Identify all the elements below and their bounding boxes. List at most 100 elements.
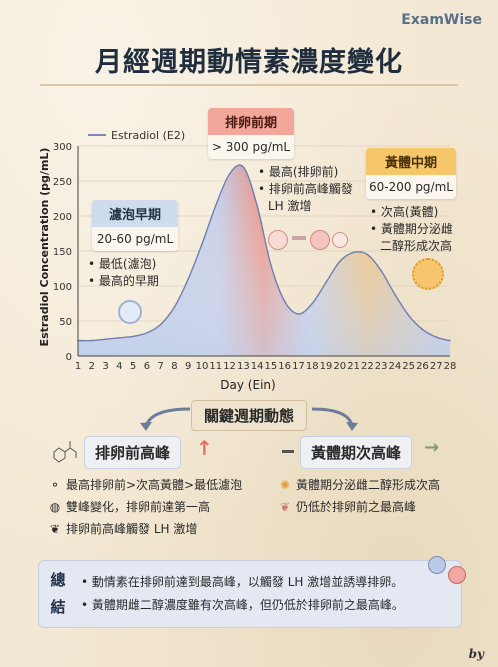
dynamics-arrows [140,407,358,431]
estradiol-area-shade [78,164,450,356]
data-point-day-24 [394,293,396,296]
x-tick-label: 15 [265,361,278,372]
x-tick-label: 2 [89,361,95,372]
x-tick-labels: 1 2 3 4 5 6 7 8 9 10 11 12 13 14 15 16 17 18 19 20 21 22 23 24 2… [75,361,457,372]
x-tick-label: 28 [444,361,457,372]
data-point-day-2 [90,339,93,342]
up-arrow-icon: ↑ [196,436,213,460]
luteal-note: • 黃體期分泌雌 [370,222,453,236]
x-tick-label: 4 [116,361,122,372]
follicular-callout: 濾泡早期 20-60 pg/mL [92,200,178,251]
x-tick-label: 13 [237,361,250,372]
luteal-title: 黃體中期 [366,148,456,175]
data-point-day-4 [118,337,121,339]
estradiol-molecule-icon [50,436,80,464]
data-point-day-23 [380,269,382,272]
y-tick-label: 150 [53,247,72,258]
data-point-day-19 [325,281,327,284]
data-point-day-12 [228,173,231,175]
x-tick-label: 26 [416,361,429,372]
left-arrow-head [140,422,152,431]
signature: by [468,647,484,661]
y-tick-label: 100 [53,282,72,293]
data-point-day-5 [132,335,134,338]
data-point-day-26 [421,328,424,331]
data-point-day-8 [173,306,176,308]
data-point-day-14 [256,204,258,207]
y-tick-label: 0 [66,352,72,363]
data-point-day-9 [187,278,190,280]
x-tick-label: 11 [209,361,222,372]
x-tick-label: 10 [196,361,209,372]
x-tick-label: 5 [130,361,136,372]
uterus-icon: ❦ [49,522,61,536]
mascot-icon [448,566,466,584]
x-tick-label: 9 [185,361,191,372]
x-tick-label: 22 [361,361,374,372]
data-point-day-3 [104,338,107,341]
title-divider [40,84,458,86]
dynamics-label: 關鍵週期動態 [190,400,307,431]
x-tick-label: 3 [102,361,108,372]
x-tick-label: 23 [375,361,388,372]
data-point-day-13 [242,166,245,168]
dynamics-heading: 關鍵週期動態 [0,400,498,431]
list-item: ❦ 仍低於排卵前之最高峰 [278,496,440,518]
follicular-notes: • 最低(濾泡) • 最高的早期 [88,256,159,290]
summary-tag: 總結 [50,571,66,616]
ovulation-note: LH 激增 [268,199,312,213]
x-tick-label: 20 [333,361,346,372]
x-tick-label: 16 [278,361,291,372]
summary-items: • 動情素在排卵前達到最高峰，以觸發 LH 激增並誘導排卵。 • 黃體期雌二醇濃… [81,571,404,617]
right-curved-arrow [311,407,354,428]
x-tick-label: 19 [320,361,333,372]
brand-logo: ExamWise [401,12,482,28]
ovum-release-icon [268,228,352,250]
x-tick-label: 25 [402,361,415,372]
summary-item: • 動情素在排卵前達到最高峰，以觸發 LH 激增並誘導排卵。 [81,575,404,589]
right-arrow-head [346,422,358,431]
x-tick-label: 21 [347,361,360,372]
y-tick-label: 50 [59,317,72,328]
summary-box: 總結 • 動情素在排卵前達到最高峰，以觸發 LH 激增並誘導排卵。 • 黃體期雌… [38,560,462,628]
follicular-note: • 最低(濾泡) [88,257,157,271]
y-tick-label: 250 [53,177,72,188]
corpus-luteum-small-icon: ✺ [279,478,291,492]
estradiol-line [77,164,451,342]
data-point-day-22 [366,253,369,256]
uterus-icon: ❦ [279,500,291,514]
x-tick-label: 24 [389,361,402,372]
ovulation-title: 排卵前期 [208,108,294,135]
luteal-note: 二醇形成次高 [380,239,453,253]
data-point-day-6 [146,332,148,334]
x-axis-label: Day (Ein) [220,378,275,392]
x-tick-label: 7 [157,361,163,372]
luteal-callout: 黃體中期 60-200 pg/mL [366,148,456,199]
x-tick-label: 14 [251,361,264,372]
y-tick-label: 200 [53,212,72,223]
data-point-day-20 [338,260,341,263]
follicular-title: 濾泡早期 [92,200,178,227]
chart-axes [77,146,450,357]
ovulation-note: • 排卵前高峰觸發 [258,182,353,196]
right-section-list: ✺ 黃體期分泌雌二醇形成次高 ❦ 仍低於排卵前之最高峰 [278,474,440,518]
list-item: ◍ 雙峰變化，排卵前達第一高 [48,496,242,518]
left-curved-arrow [144,407,191,428]
list-item: ❦ 排卵前高峰觸發 LH 激增 [48,518,242,540]
data-point-day-25 [407,314,410,317]
data-point-day-17 [297,313,300,315]
data-point-day-28 [449,339,451,342]
left-section-header: 排卵前高峰 [84,436,182,469]
luteal-value: 60-200 pg/mL [366,175,456,199]
luteal-notes: • 次高(黃體) • 黃體期分泌雌 二醇形成次高 [370,204,453,255]
data-point-day-27 [435,336,438,338]
legend-label: Estradiol (E2) [111,129,185,142]
list-item: ⚬ 最高排卵前>次高黃體>最低濾泡 [48,474,242,496]
data-point-day-21 [352,251,355,254]
x-tick-label: 8 [171,361,177,372]
data-point-day-16 [283,300,286,303]
right-arrow-icon: → [424,437,440,458]
corpus-luteum-icon [412,258,444,290]
y-axis-label: Estradiol Concentration (pg/mL) [38,148,51,347]
